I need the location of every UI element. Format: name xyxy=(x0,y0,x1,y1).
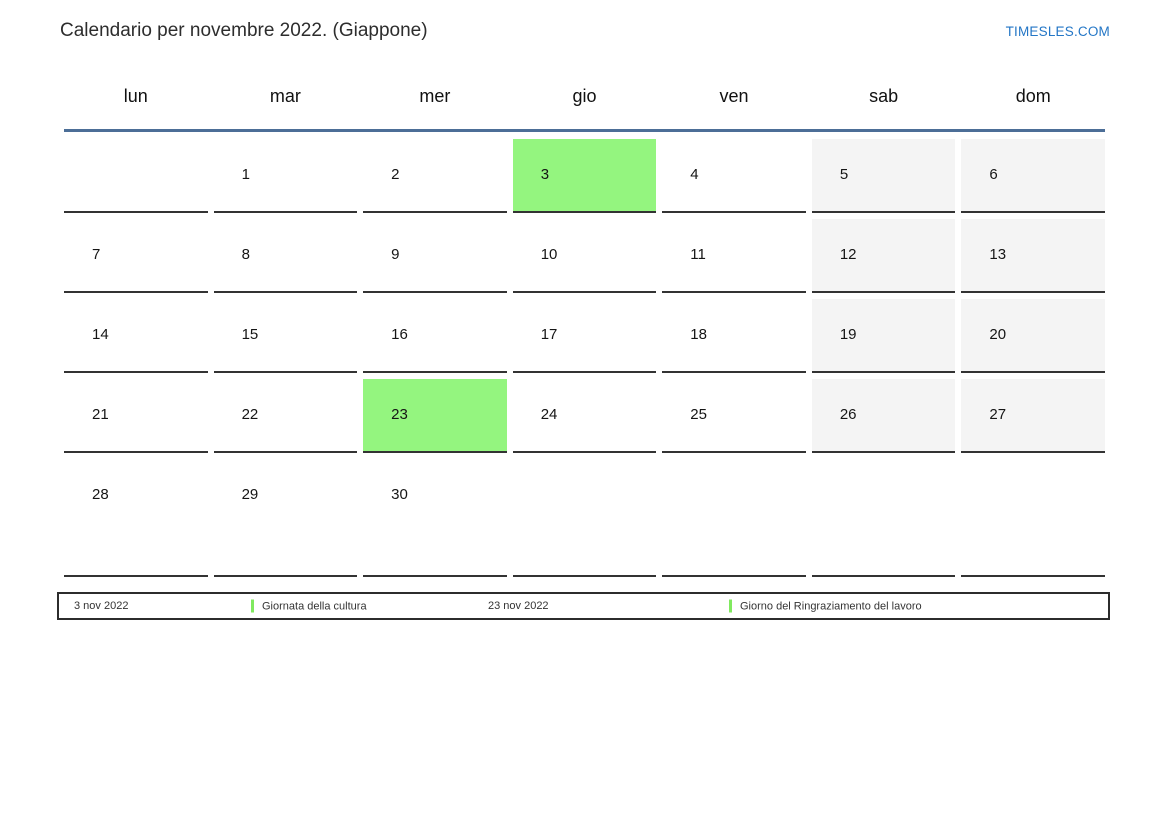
day-cell: 20 xyxy=(961,299,1105,373)
day-cell: 8 xyxy=(213,219,358,293)
legend-item: Giornata della cultura xyxy=(251,599,367,613)
legend: 3 nov 2022 Giornata della cultura 23 nov… xyxy=(57,592,1110,620)
day-number: 16 xyxy=(391,326,408,343)
day-cell: 19 xyxy=(811,299,956,373)
day-cell: 22 xyxy=(213,379,358,453)
calendar-grid: 1 2 3 4 5 6 7 8 9 10 11 12 13 14 15 16 17 18 19 20 21 22 23 24 2… xyxy=(64,139,1105,577)
day-cell: 30 xyxy=(363,459,507,577)
day-number: 10 xyxy=(540,246,558,263)
day-number: 20 xyxy=(989,326,1007,343)
weekday-header: sab xyxy=(869,86,899,106)
day-cell: 14 xyxy=(64,299,208,373)
day-cell: 17 xyxy=(512,299,657,373)
page-title: Calendario per novembre 2022. (Giappone) xyxy=(60,20,428,41)
day-cell: 7 xyxy=(64,219,208,293)
day-cell: 29 xyxy=(213,459,358,577)
day-number: 17 xyxy=(540,326,558,343)
day-cell: 27 xyxy=(961,379,1105,453)
legend-label: Giorno del Ringraziamento del lavoro xyxy=(740,600,922,613)
day-number: 30 xyxy=(391,486,408,503)
day-number: 11 xyxy=(690,246,706,263)
legend-date: 23 nov 2022 xyxy=(488,600,549,612)
day-cell: 13 xyxy=(961,219,1105,293)
day-cell: 3 xyxy=(512,139,657,213)
empty-cell xyxy=(811,459,956,577)
weekday-header: mer xyxy=(419,86,451,106)
day-number: 3 xyxy=(540,166,550,183)
day-number: 26 xyxy=(839,406,857,423)
day-cell: 11 xyxy=(662,219,806,293)
day-number: 28 xyxy=(92,486,109,503)
day-number: 18 xyxy=(690,326,707,343)
weekday-header: mar xyxy=(269,86,301,106)
day-number: 13 xyxy=(989,246,1007,263)
holiday-marker-icon xyxy=(251,599,254,613)
weekday-header: ven xyxy=(719,86,749,106)
day-cell: 9 xyxy=(363,219,507,293)
legend-date: 3 nov 2022 xyxy=(74,600,129,612)
day-number: 25 xyxy=(690,406,707,423)
day-number: 7 xyxy=(92,246,101,263)
day-number: 1 xyxy=(241,166,250,183)
day-cell: 4 xyxy=(662,139,806,213)
day-cell: 24 xyxy=(512,379,657,453)
day-number: 14 xyxy=(92,326,109,343)
day-number: 8 xyxy=(241,246,250,263)
day-cell: 26 xyxy=(811,379,956,453)
weekday-header-row: lun mar mer gio ven sab dom xyxy=(64,86,1105,107)
empty-cell xyxy=(64,139,208,213)
day-number: 27 xyxy=(989,406,1007,423)
day-cell: 15 xyxy=(213,299,358,373)
day-number: 12 xyxy=(839,246,857,263)
day-cell: 16 xyxy=(363,299,507,373)
day-cell: 10 xyxy=(512,219,657,293)
day-number: 23 xyxy=(391,406,408,423)
day-cell: 18 xyxy=(662,299,806,373)
day-number: 9 xyxy=(391,246,400,263)
day-number: 24 xyxy=(540,406,558,423)
day-cell: 28 xyxy=(64,459,208,577)
weekday-header: gio xyxy=(572,86,597,106)
day-cell: 6 xyxy=(961,139,1105,213)
day-number: 21 xyxy=(92,406,109,423)
empty-cell xyxy=(961,459,1105,577)
empty-cell xyxy=(662,459,806,577)
empty-cell xyxy=(512,459,657,577)
legend-item: Giorno del Ringraziamento del lavoro xyxy=(729,599,922,613)
day-cell: 25 xyxy=(662,379,806,453)
day-number: 29 xyxy=(241,486,259,503)
brand-link[interactable]: TIMESLES.COM xyxy=(1005,24,1110,39)
header-divider xyxy=(64,129,1105,132)
day-cell: 5 xyxy=(811,139,956,213)
day-number: 15 xyxy=(241,326,259,343)
day-cell: 1 xyxy=(213,139,358,213)
day-number: 19 xyxy=(839,326,857,343)
day-number: 22 xyxy=(241,406,259,423)
day-cell: 2 xyxy=(363,139,507,213)
day-cell: 12 xyxy=(811,219,956,293)
holiday-marker-icon xyxy=(729,599,732,613)
day-number: 4 xyxy=(690,166,699,183)
day-cell: 21 xyxy=(64,379,208,453)
day-cell: 23 xyxy=(363,379,507,453)
legend-label: Giornata della cultura xyxy=(262,600,367,613)
day-number: 2 xyxy=(391,166,400,183)
weekday-header: lun xyxy=(123,86,148,106)
day-number: 5 xyxy=(839,166,849,183)
day-number: 6 xyxy=(989,166,998,183)
weekday-header: dom xyxy=(1015,86,1051,106)
